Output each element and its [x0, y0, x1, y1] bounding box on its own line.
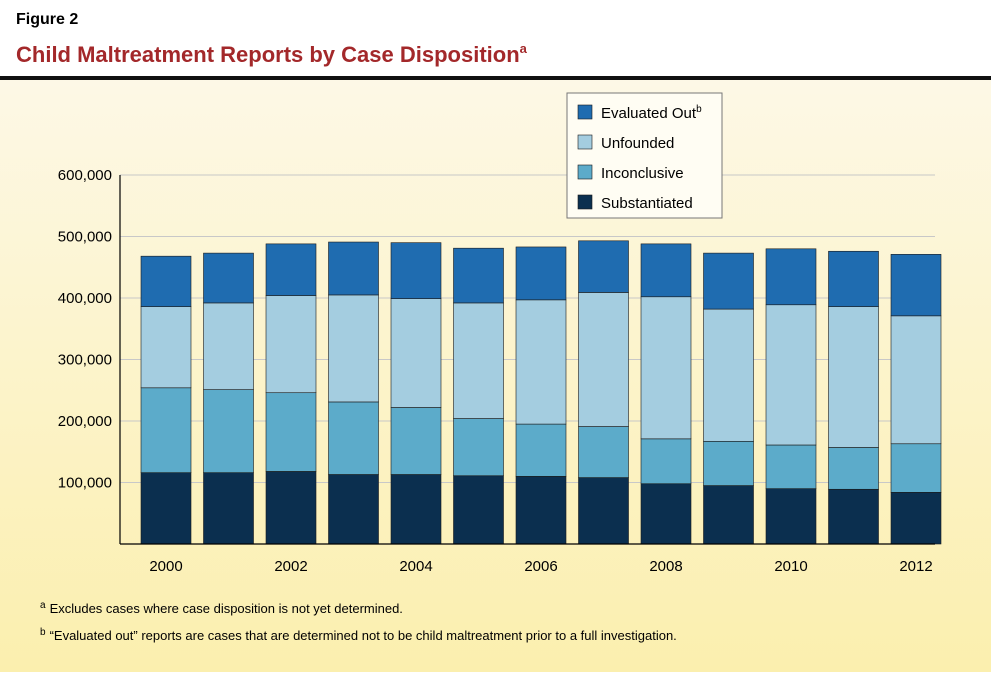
bar-segment	[828, 447, 879, 490]
legend-name: Evaluated Out	[601, 105, 697, 122]
bar-segment	[390, 474, 442, 545]
bar-segment	[640, 483, 692, 545]
bar-segment	[703, 440, 754, 486]
bar-segment	[828, 306, 879, 448]
bar-segment	[390, 298, 442, 408]
footnote-mark: a	[40, 600, 46, 611]
bar-segment	[265, 243, 317, 296]
bar-segment	[703, 252, 754, 310]
bar-segment	[828, 488, 879, 545]
bar-segment	[640, 243, 692, 298]
bar-segment	[515, 423, 567, 477]
legend-name: Inconclusive	[601, 165, 684, 182]
legend-swatch	[577, 134, 593, 150]
legend-footnote-mark: b	[696, 104, 702, 115]
bar-segment	[515, 476, 567, 545]
bar-segment	[328, 401, 379, 475]
bar-segment	[390, 242, 442, 299]
bar-segment	[890, 492, 942, 545]
bar-segment	[390, 407, 442, 475]
bar-segment	[453, 475, 504, 545]
bar-segment	[890, 254, 942, 317]
y-tick-label: 100,000	[58, 475, 112, 492]
bar-segment	[765, 304, 817, 446]
legend-label: Substantiated	[601, 195, 693, 212]
bar-segment	[578, 477, 629, 545]
bar-segment	[765, 248, 817, 306]
title-footnote-mark: a	[520, 41, 528, 56]
legend-swatch	[577, 164, 593, 180]
bar-segment	[765, 444, 817, 489]
bar-segment	[890, 443, 942, 493]
title-text: Child Maltreatment Reports by Case Dispo…	[16, 42, 520, 67]
bar-segment	[578, 240, 629, 293]
figure-label: Figure 2	[16, 11, 78, 28]
legend-name: Substantiated	[601, 195, 693, 212]
bar-segment	[640, 438, 692, 485]
bar-segment	[265, 295, 317, 394]
footnote-text: “Evaluated out” reports are cases that a…	[50, 628, 677, 643]
x-tick-label: 2004	[399, 558, 432, 575]
y-tick-label: 400,000	[58, 290, 112, 307]
bar-segment	[578, 426, 629, 478]
legend-swatch	[577, 194, 593, 210]
x-tick-label: 2012	[899, 558, 932, 575]
bar-segment	[828, 250, 879, 307]
bar-segment	[640, 296, 692, 440]
legend-items: Evaluated Outb Unfounded Inconclusive Subst…	[577, 104, 702, 212]
rule	[0, 76, 991, 80]
x-tick-label: 2002	[274, 558, 307, 575]
legend-name: Unfounded	[601, 135, 674, 152]
y-tick-label: 600,000	[58, 167, 112, 184]
x-tick-label: 2006	[524, 558, 557, 575]
footnote-mark: b	[40, 627, 46, 638]
bar-segment	[703, 485, 754, 545]
footnote-text: Excludes cases where case disposition is…	[50, 601, 403, 616]
y-tick-label: 500,000	[58, 229, 112, 246]
bar-segment	[265, 471, 317, 545]
bar-segment	[890, 315, 942, 445]
bar-segment	[140, 306, 192, 389]
bar-segment	[515, 299, 567, 425]
x-tick-label: 2010	[774, 558, 807, 575]
y-tick-label: 200,000	[58, 413, 112, 430]
bar-segment	[765, 488, 817, 545]
bar-segment	[203, 389, 254, 473]
bar-segment	[328, 474, 379, 545]
bar-segment	[203, 302, 254, 390]
legend-label: Evaluated Outb	[601, 104, 702, 122]
bar-segment	[453, 418, 504, 477]
chart-title: Child Maltreatment Reports by Case Dispo…	[16, 41, 528, 67]
footnote: b “Evaluated out” reports are cases that …	[40, 627, 677, 643]
bar-segment	[453, 247, 504, 304]
legend-swatch	[577, 104, 593, 120]
legend-label: Unfounded	[601, 135, 674, 152]
x-tick-label: 2000	[149, 558, 182, 575]
bar-segment	[203, 472, 254, 545]
footnote: a Excludes cases where case disposition i…	[40, 600, 403, 616]
bar-segment	[140, 255, 192, 307]
y-tick-label: 300,000	[58, 352, 112, 369]
legend	[566, 92, 723, 219]
x-tick-label: 2008	[649, 558, 682, 575]
bar-segment	[578, 292, 629, 427]
footnotes: a Excludes cases where case disposition i…	[40, 600, 677, 643]
bar-segment	[453, 302, 504, 419]
bar-segment	[203, 252, 254, 304]
bar-segment	[703, 308, 754, 442]
plot: 100,000 200,000 300,000 400,000 500,000 600,0…	[58, 167, 942, 575]
bar-segment	[140, 387, 192, 473]
bar-segment	[515, 246, 567, 301]
bar-segment	[265, 392, 317, 472]
bar-segment	[328, 241, 379, 296]
bar-segment	[140, 472, 192, 545]
legend-label: Inconclusive	[601, 165, 684, 182]
bar-segment	[328, 294, 379, 403]
